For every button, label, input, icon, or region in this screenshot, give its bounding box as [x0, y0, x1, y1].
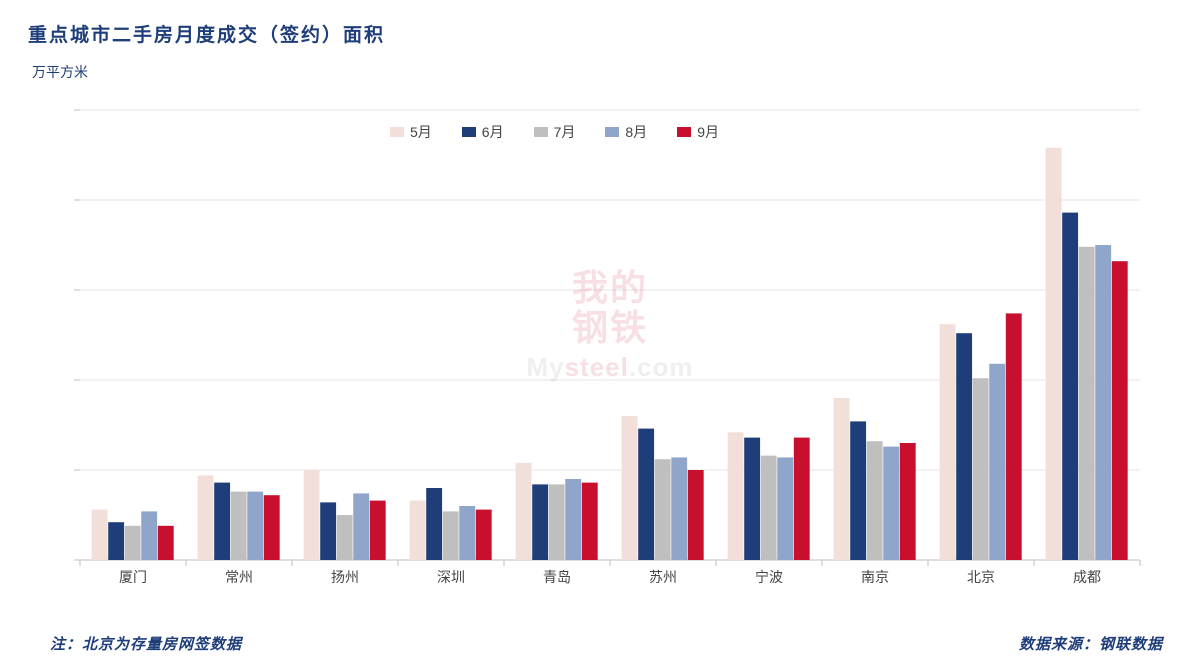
- chart-title: 重点城市二手房月度成交（签约）面积: [28, 20, 385, 47]
- bar: [565, 479, 581, 560]
- bar: [850, 421, 866, 560]
- bar: [655, 459, 671, 560]
- bar: [247, 492, 263, 560]
- bar: [582, 483, 598, 560]
- bar-chart-svg: 050100150200250厦门常州扬州深圳青岛苏州宁波南京北京成都: [70, 100, 1150, 590]
- bar: [141, 511, 157, 560]
- bar: [761, 456, 777, 560]
- bar: [337, 515, 353, 560]
- legend-swatch: [534, 127, 548, 137]
- x-tick-label: 苏州: [649, 569, 677, 585]
- bar: [867, 441, 883, 560]
- bar: [264, 495, 280, 560]
- legend: 5月 6月 7月 8月 9月: [390, 122, 719, 142]
- bar: [1046, 148, 1062, 560]
- bar: [900, 443, 916, 560]
- legend-item: 6月: [462, 122, 504, 142]
- x-tick-label: 深圳: [437, 569, 465, 585]
- bar: [304, 470, 320, 560]
- legend-label: 5月: [410, 122, 432, 142]
- bar: [834, 398, 850, 560]
- legend-label: 9月: [697, 122, 719, 142]
- x-tick-label: 成都: [1073, 569, 1101, 585]
- bar: [125, 526, 141, 560]
- legend-swatch: [390, 127, 404, 137]
- bar: [956, 333, 972, 560]
- bar: [728, 432, 744, 560]
- x-tick-label: 常州: [225, 569, 253, 585]
- bar: [973, 378, 989, 560]
- bar: [549, 484, 565, 560]
- legend-item: 7月: [534, 122, 576, 142]
- legend-swatch: [462, 127, 476, 137]
- bar: [459, 506, 475, 560]
- bar: [198, 475, 214, 560]
- bar: [108, 522, 124, 560]
- data-source: 数据来源：钢联数据: [1019, 633, 1163, 654]
- bar: [158, 526, 174, 560]
- x-tick-label: 宁波: [755, 569, 783, 585]
- x-tick-label: 南京: [861, 569, 889, 585]
- legend-label: 8月: [625, 122, 647, 142]
- bar: [532, 484, 548, 560]
- legend-item: 8月: [605, 122, 647, 142]
- x-tick-label: 扬州: [331, 569, 359, 585]
- legend-label: 7月: [554, 122, 576, 142]
- bar: [1112, 261, 1128, 560]
- bar: [426, 488, 442, 560]
- bar: [671, 457, 687, 560]
- bar: [744, 438, 760, 560]
- bar: [443, 511, 459, 560]
- bar: [777, 457, 793, 560]
- legend-swatch: [677, 127, 691, 137]
- x-tick-label: 北京: [967, 569, 995, 585]
- bar: [92, 510, 108, 560]
- bar: [353, 493, 369, 560]
- legend-item: 5月: [390, 122, 432, 142]
- bar: [1062, 213, 1078, 560]
- bar: [476, 510, 492, 560]
- bar: [516, 463, 532, 560]
- bar: [214, 483, 230, 560]
- bar: [1095, 245, 1111, 560]
- legend-item: 9月: [677, 122, 719, 142]
- bar: [231, 492, 247, 560]
- bar: [320, 502, 336, 560]
- bar: [688, 470, 704, 560]
- legend-label: 6月: [482, 122, 504, 142]
- bar: [1006, 313, 1022, 560]
- x-tick-label: 青岛: [543, 569, 571, 585]
- bar: [883, 447, 899, 560]
- bar: [638, 429, 654, 560]
- legend-swatch: [605, 127, 619, 137]
- footnote: 注：北京为存量房网签数据: [50, 633, 242, 654]
- bar: [989, 364, 1005, 560]
- y-axis-unit: 万平方米: [32, 62, 88, 82]
- bar: [794, 438, 810, 560]
- chart-area: 050100150200250厦门常州扬州深圳青岛苏州宁波南京北京成都 5月6月…: [70, 100, 1150, 590]
- bar: [370, 501, 386, 560]
- bar: [410, 501, 426, 560]
- bar: [622, 416, 638, 560]
- bar: [1079, 247, 1095, 560]
- bar: [940, 324, 956, 560]
- x-tick-label: 厦门: [119, 569, 147, 585]
